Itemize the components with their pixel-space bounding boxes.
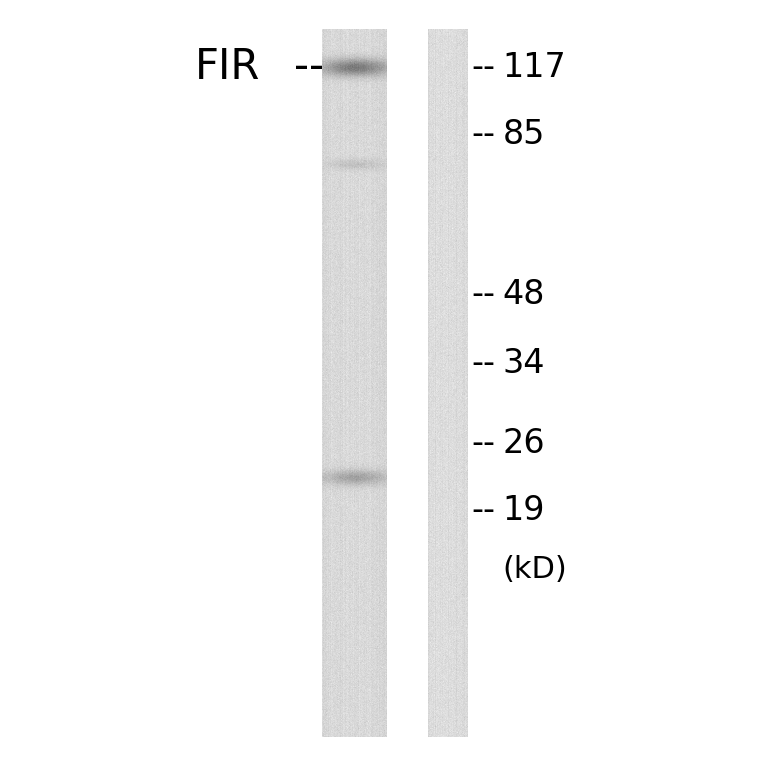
Text: 85: 85 — [503, 118, 545, 151]
Text: 34: 34 — [503, 347, 545, 380]
Text: --: -- — [294, 47, 325, 88]
Text: --: -- — [471, 494, 496, 527]
Text: --: -- — [471, 277, 496, 311]
Text: FIR: FIR — [194, 47, 260, 88]
Text: (kD): (kD) — [503, 555, 568, 584]
Text: --: -- — [471, 426, 496, 460]
Text: 48: 48 — [503, 277, 545, 311]
Text: 26: 26 — [503, 426, 545, 460]
Text: 19: 19 — [503, 494, 545, 527]
Text: --: -- — [471, 50, 496, 84]
Text: --: -- — [471, 347, 496, 380]
Text: 117: 117 — [503, 50, 566, 84]
Text: --: -- — [471, 118, 496, 151]
